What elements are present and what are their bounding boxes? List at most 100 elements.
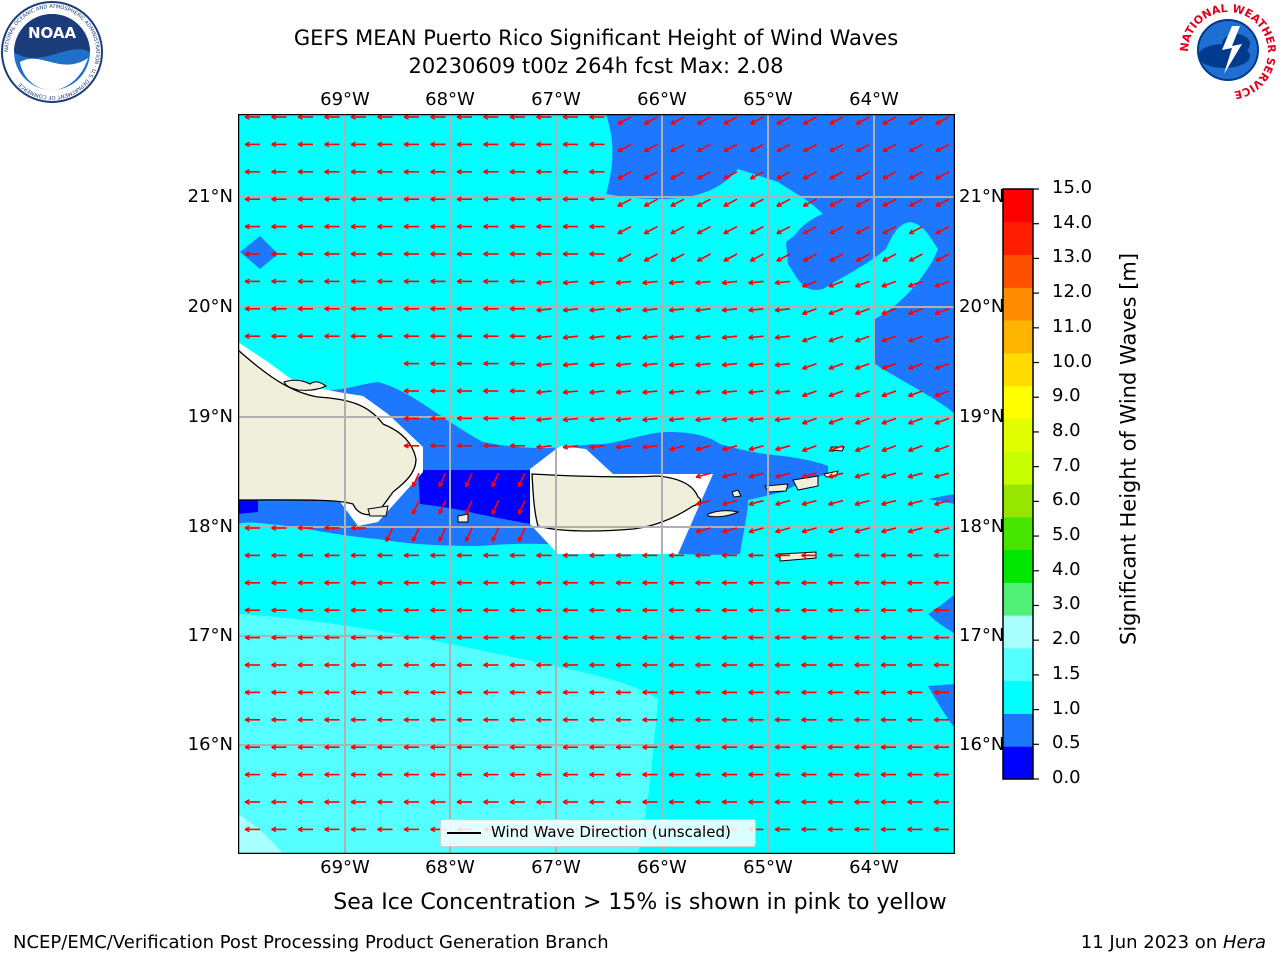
arrow-head xyxy=(670,119,676,125)
wave-direction-arrow xyxy=(908,390,923,397)
arrow-head xyxy=(695,500,702,507)
arrow-head xyxy=(696,201,703,207)
arrow-head xyxy=(829,256,835,262)
wave-direction-arrow xyxy=(722,335,738,339)
arrow-head xyxy=(854,744,860,751)
wave-direction-arrow xyxy=(411,500,420,515)
arrow-head xyxy=(324,799,330,805)
arrow-head xyxy=(430,305,436,312)
arrow-head xyxy=(882,174,888,180)
arrow-head xyxy=(695,716,701,723)
wave-direction-arrow xyxy=(829,253,844,262)
arrow-head xyxy=(483,552,489,559)
arrow-head xyxy=(456,662,462,668)
arrow-head xyxy=(271,552,277,559)
arrow-head xyxy=(589,361,595,368)
arrow-head xyxy=(403,278,409,285)
arrow-head xyxy=(411,509,417,515)
arrow-head xyxy=(589,744,595,751)
arrow-head xyxy=(695,744,701,751)
wave-direction-arrow xyxy=(695,472,711,478)
arrow-head xyxy=(907,446,914,453)
arrow-head xyxy=(430,251,436,257)
arrow-head xyxy=(297,333,303,340)
arrow-head xyxy=(801,744,807,751)
arrow-head xyxy=(589,634,595,641)
wave-direction-arrow xyxy=(775,445,791,451)
arrow-head xyxy=(828,392,834,398)
footer-host: Hera xyxy=(1222,932,1266,953)
arrow-head xyxy=(297,771,303,778)
colorbar-tick-label: 8.0 xyxy=(1052,419,1081,441)
wave-direction-arrow xyxy=(829,171,844,180)
arrow-head xyxy=(297,141,303,148)
arrow-head xyxy=(776,229,782,235)
wave-direction-arrow xyxy=(907,472,923,478)
wave-direction-arrow xyxy=(908,116,923,125)
colorbar-segment xyxy=(1003,451,1033,485)
arrow-head xyxy=(907,309,914,316)
wave-direction-arrow xyxy=(722,390,738,394)
arrow-head xyxy=(562,444,569,450)
wave-direction-arrow xyxy=(748,527,764,533)
arrow-head xyxy=(324,607,330,614)
wave-direction-arrow xyxy=(908,198,923,207)
wave-direction-arrow xyxy=(642,280,658,284)
wave-band-0.5-1.0 xyxy=(786,214,823,264)
arrow-head xyxy=(509,415,515,422)
arrow-head xyxy=(642,689,648,696)
wave-direction-arrow xyxy=(828,417,844,425)
wave-direction-arrow xyxy=(882,225,897,235)
arrow-head xyxy=(244,196,250,203)
arrow-head xyxy=(509,689,515,696)
arrow-head xyxy=(880,689,886,696)
arrow-head xyxy=(721,799,727,805)
arrow-head xyxy=(774,771,780,778)
arrow-head xyxy=(456,278,462,285)
wave-direction-arrow xyxy=(617,171,632,180)
arrow-head xyxy=(801,607,807,614)
arrow-head xyxy=(748,744,754,751)
colorbar-tick-label: 6.0 xyxy=(1052,489,1081,511)
arrow-head xyxy=(696,119,703,125)
arrow-head xyxy=(297,196,303,203)
arrow-head xyxy=(643,119,650,125)
wave-direction-arrow xyxy=(802,445,817,452)
arrow-head xyxy=(642,799,648,805)
wave-direction-arrow xyxy=(934,417,950,425)
arrow-head xyxy=(748,662,754,668)
wave-direction-arrow xyxy=(935,225,950,235)
wave-direction-arrow xyxy=(722,308,738,312)
wave-direction-arrow xyxy=(589,362,605,366)
arrow-head xyxy=(324,141,330,148)
arrow-head xyxy=(933,716,939,723)
wave-band-0.5-1.0 xyxy=(928,594,955,634)
arrow-head xyxy=(403,579,409,586)
arrow-head xyxy=(695,689,701,696)
arrow-head xyxy=(642,579,648,586)
wave-direction-arrow xyxy=(776,171,791,180)
wave-direction-arrow xyxy=(829,198,844,207)
arrow-head xyxy=(722,500,728,507)
wave-direction-arrow xyxy=(617,198,632,207)
arrow-head xyxy=(748,445,755,452)
wave-direction-arrow xyxy=(801,472,817,478)
arrow-head xyxy=(615,444,622,450)
arrow-head xyxy=(721,361,728,368)
arrow-head xyxy=(562,389,569,395)
arrow-head xyxy=(536,444,542,450)
arrow-head xyxy=(854,826,860,833)
arrow-head xyxy=(562,552,568,559)
wave-direction-arrow xyxy=(908,225,923,235)
lon-label-top: 68°W xyxy=(425,89,475,110)
wave-direction-arrow xyxy=(491,527,500,542)
arrow-head xyxy=(438,481,444,488)
arrow-head xyxy=(935,119,941,125)
colorbar-segment xyxy=(1003,516,1033,551)
arrow-head xyxy=(695,579,701,586)
arrow-head xyxy=(934,500,940,507)
wave-direction-arrow xyxy=(411,472,420,488)
wave-band-0.0-0.5 xyxy=(238,499,258,514)
arrow-head xyxy=(403,196,409,203)
arrow-head xyxy=(297,579,303,586)
